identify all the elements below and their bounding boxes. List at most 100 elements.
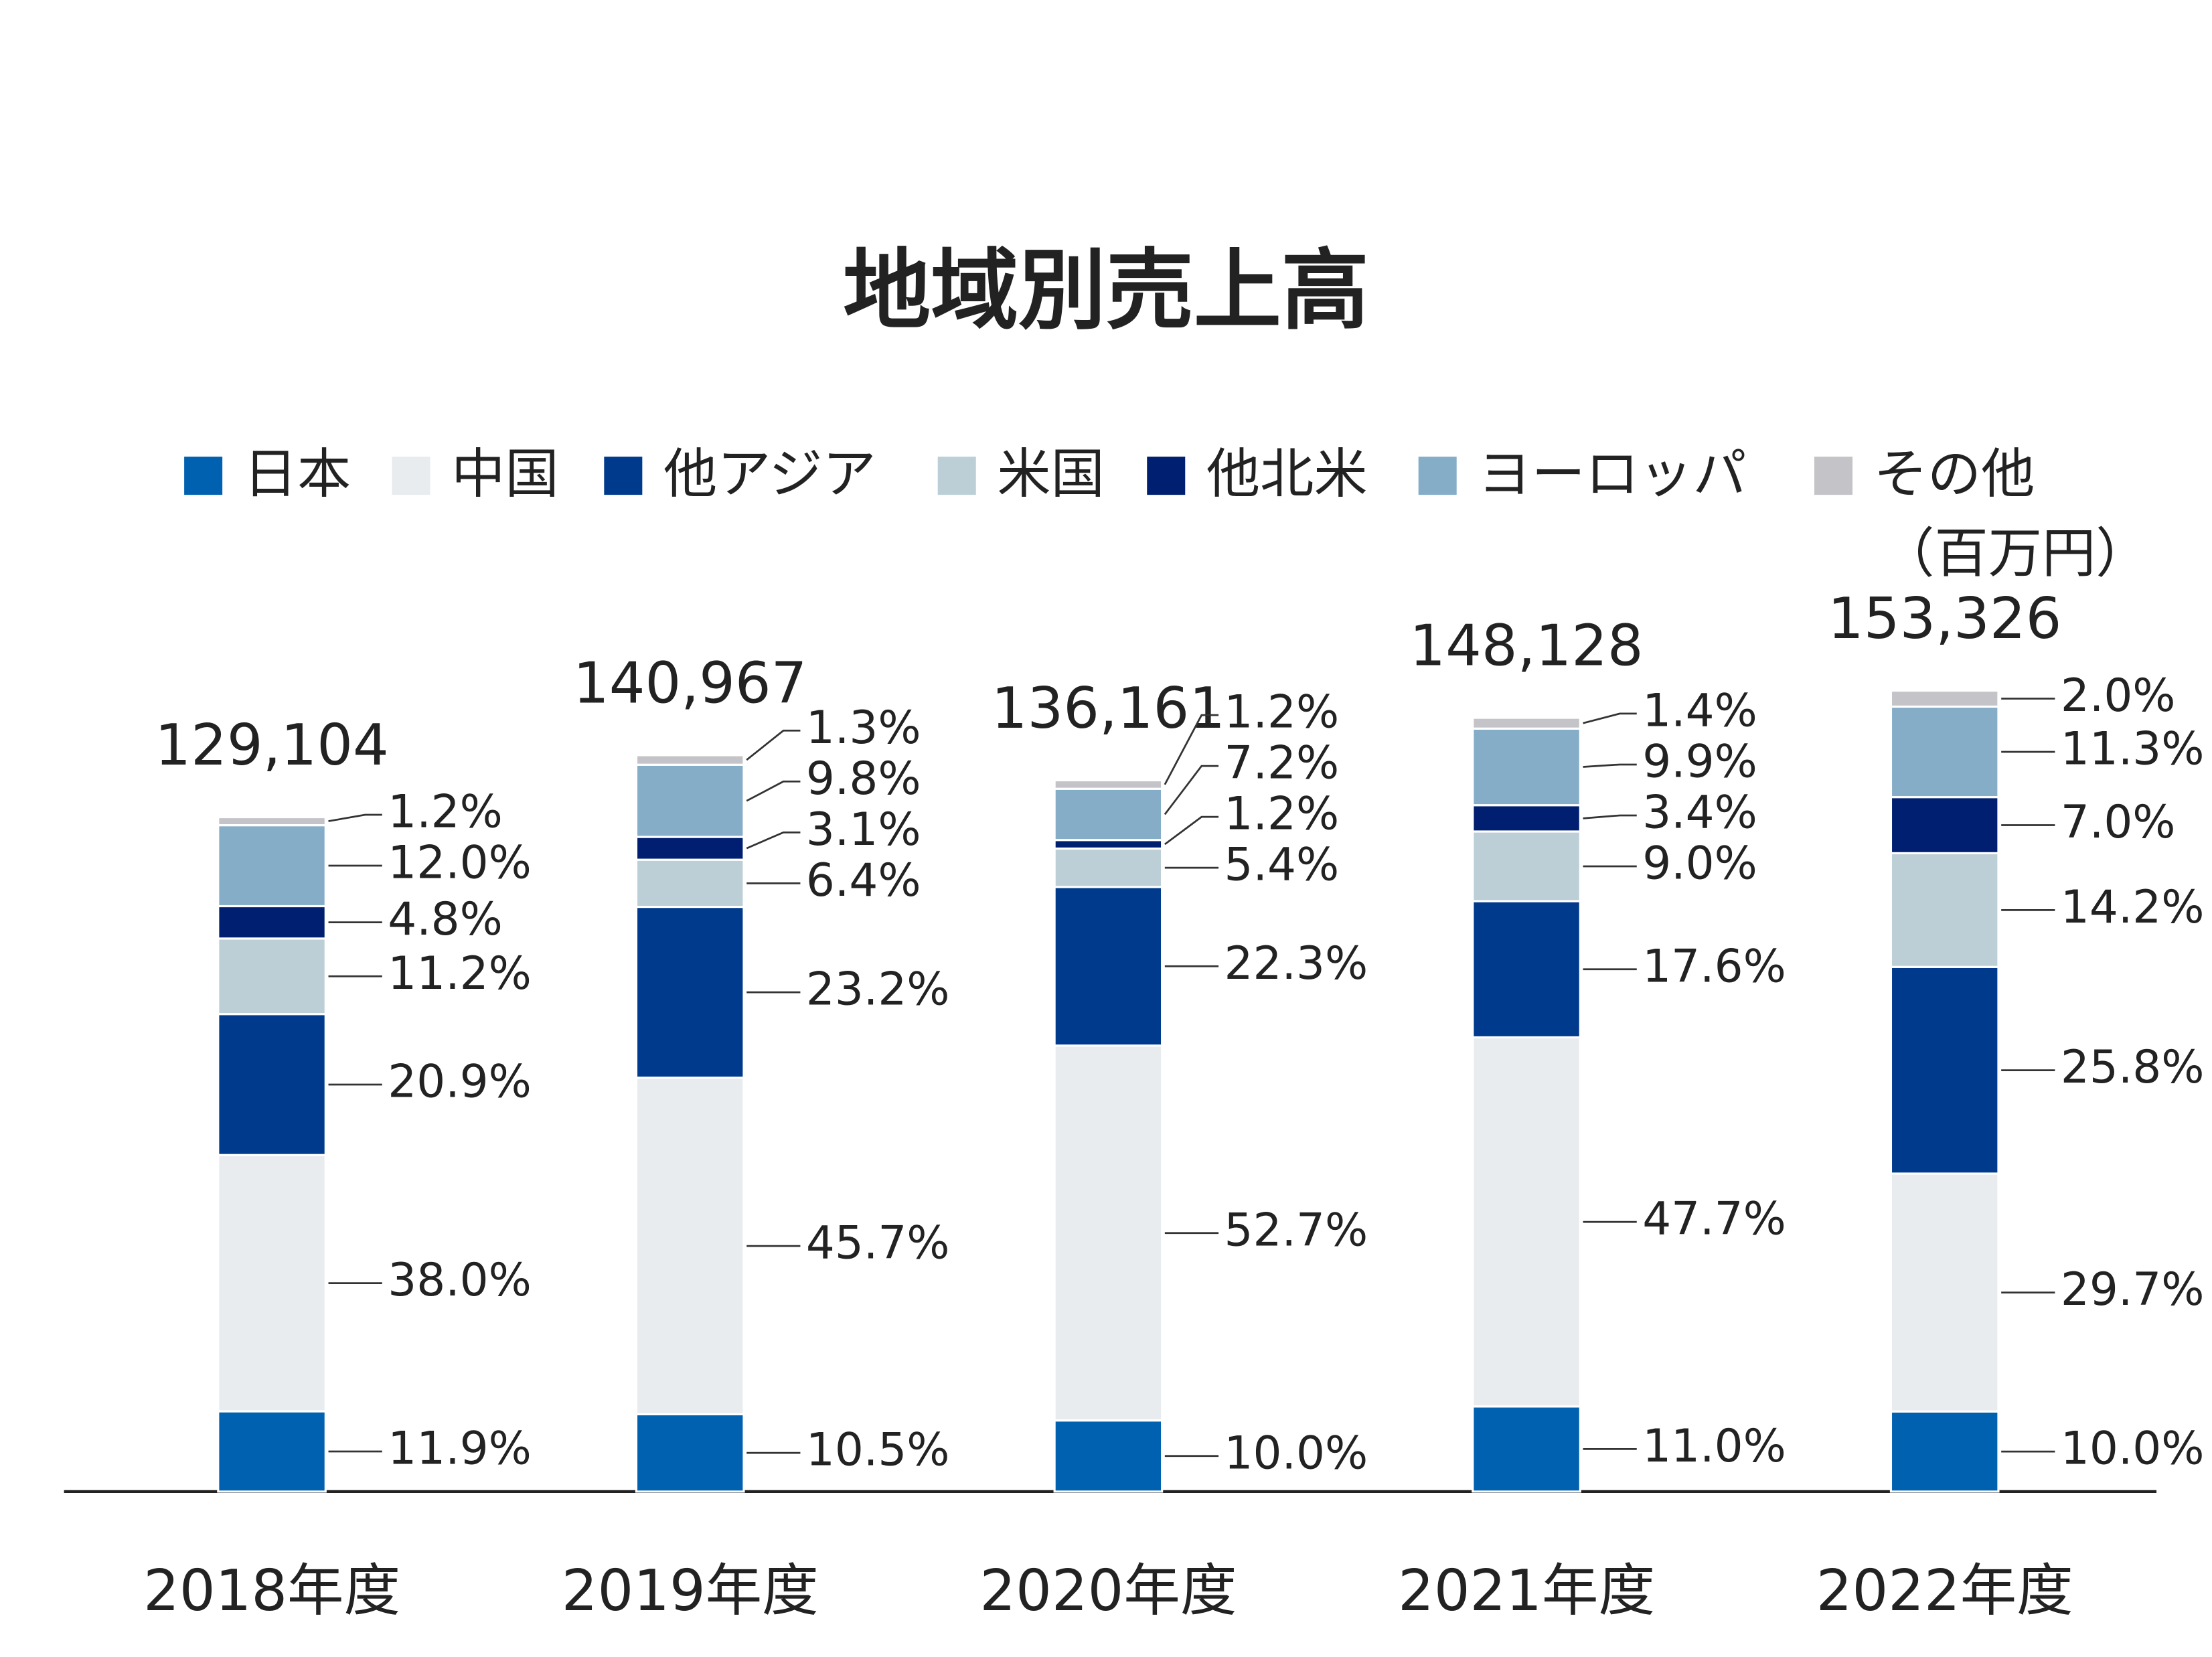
x-tick-label: 2022年度 [1816, 1558, 2073, 1624]
bar-segment [1053, 779, 1164, 790]
legend-swatch [392, 457, 430, 495]
leader-line [1164, 815, 1219, 846]
bar-segment [635, 1413, 745, 1493]
value-label: 25.8% [2061, 1040, 2205, 1093]
x-tick-label: 2020年度 [979, 1558, 1237, 1624]
bar-segment [1472, 830, 1581, 902]
chart-title: 地域別売上高 [843, 239, 1369, 341]
legend-label: 他アジア [663, 443, 876, 505]
bar-segment [1053, 839, 1164, 850]
bar-segment [217, 937, 327, 1016]
total-label: 136,161 [992, 676, 1225, 741]
bar-segment [1889, 965, 2000, 1175]
value-label: 7.2% [1224, 736, 1340, 789]
leader-line [746, 831, 801, 850]
legend-label: 他北米 [1206, 443, 1368, 505]
bar-segment [1053, 847, 1164, 888]
bar-segment [1053, 886, 1164, 1047]
value-label: 45.7% [806, 1216, 950, 1269]
leader-line [1583, 712, 1637, 724]
bar-segment [1472, 716, 1581, 730]
value-label: 10.5% [806, 1423, 950, 1476]
value-label: 23.2% [806, 963, 950, 1016]
bar-segment [635, 763, 745, 838]
value-label: 3.4% [1642, 786, 1757, 839]
value-label: 29.7% [2061, 1263, 2205, 1316]
value-label: 10.0% [2061, 1422, 2205, 1475]
value-label: 22.3% [1224, 937, 1368, 990]
x-tick-label: 2018年度 [143, 1558, 400, 1624]
legend-swatch [1418, 457, 1457, 495]
bar-segment [217, 824, 327, 908]
bar-segment [1889, 1172, 2000, 1413]
bar-segment [1472, 727, 1581, 807]
x-tick-label: 2021年度 [1398, 1558, 1655, 1624]
value-label: 14.2% [2061, 880, 2205, 933]
leader-line [746, 780, 801, 802]
legend-swatch [604, 457, 643, 495]
value-label: 47.7% [1642, 1192, 1786, 1245]
bar-segment [1053, 1419, 1164, 1493]
bar-segment [1889, 689, 2000, 708]
total-label: 148,128 [1409, 613, 1643, 679]
value-label: 17.6% [1642, 939, 1786, 992]
value-label: 38.0% [388, 1253, 532, 1306]
value-label: 11.0% [1642, 1419, 1786, 1472]
bar-segment [1053, 787, 1164, 842]
bar-segment [1889, 852, 2000, 968]
bar-segment [217, 1013, 327, 1156]
leader-line [328, 813, 382, 822]
legend-swatch [1147, 457, 1186, 495]
value-label: 52.7% [1224, 1203, 1368, 1256]
value-label: 1.2% [1224, 787, 1340, 840]
value-label: 7.0% [2061, 795, 2176, 848]
leader-line [1583, 763, 1637, 768]
bar-segment [1472, 1405, 1581, 1493]
value-label: 9.0% [1642, 837, 1757, 890]
bar-segment [635, 905, 745, 1079]
bar-segment [1472, 1036, 1581, 1408]
legend-label: ヨーロッパ [1478, 443, 1746, 505]
leader-line [1164, 714, 1219, 785]
value-label: 1.4% [1642, 684, 1757, 736]
bar-segment [217, 815, 327, 827]
unit-label: （百万円） [1881, 522, 2149, 584]
value-label: 10.0% [1224, 1426, 1368, 1479]
leader-line [1164, 765, 1219, 815]
bar-segment [1889, 705, 2000, 799]
value-label: 11.9% [388, 1422, 532, 1475]
bar-segment [217, 1410, 327, 1493]
bar-segment [635, 1077, 745, 1416]
leader-line [746, 729, 801, 761]
value-label: 6.4% [806, 854, 921, 906]
legend-label: 米国 [997, 443, 1104, 505]
value-label: 1.2% [1224, 686, 1340, 738]
bar-segment [635, 754, 745, 766]
bar-segment [635, 836, 745, 861]
value-label: 3.1% [806, 803, 921, 856]
total-label: 129,104 [155, 712, 388, 778]
legend-label: 中国 [451, 443, 558, 505]
legend-label: その他 [1874, 443, 2035, 505]
leader-line [1583, 814, 1637, 819]
bar-segment [1053, 1044, 1164, 1422]
total-label: 153,326 [1828, 586, 2061, 651]
bar-segment [217, 1154, 327, 1413]
bar-segment [217, 904, 327, 940]
bar-segment [635, 858, 745, 909]
total-label: 140,967 [573, 651, 807, 716]
value-label: 2.0% [2061, 669, 2176, 722]
legend-swatch [937, 457, 976, 495]
value-label: 9.9% [1642, 734, 1757, 787]
x-tick-label: 2019年度 [562, 1558, 819, 1624]
value-label: 4.8% [388, 892, 503, 945]
value-label: 11.3% [2061, 722, 2205, 775]
value-label: 1.2% [388, 785, 503, 838]
value-label: 9.8% [806, 752, 921, 805]
bar-segment [1889, 796, 2000, 854]
value-label: 12.0% [388, 836, 532, 889]
legend-swatch [184, 457, 223, 495]
value-label: 11.2% [388, 947, 532, 1000]
legend-swatch [1814, 457, 1853, 495]
